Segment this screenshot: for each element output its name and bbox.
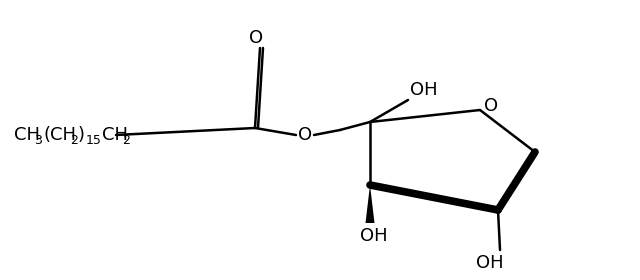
Text: OH: OH — [410, 81, 438, 99]
Text: 2: 2 — [70, 134, 78, 146]
Text: 2: 2 — [122, 134, 130, 146]
Text: O: O — [249, 29, 263, 47]
Text: (CH: (CH — [43, 126, 76, 144]
Text: CH: CH — [14, 126, 40, 144]
Text: O: O — [484, 97, 498, 115]
Text: CH: CH — [102, 126, 128, 144]
Text: OH: OH — [476, 254, 504, 272]
Text: 3: 3 — [34, 134, 42, 146]
Text: 15: 15 — [86, 134, 102, 146]
Polygon shape — [365, 185, 374, 223]
Text: OH: OH — [360, 227, 388, 245]
Text: O: O — [298, 126, 312, 144]
Text: ): ) — [78, 126, 85, 144]
